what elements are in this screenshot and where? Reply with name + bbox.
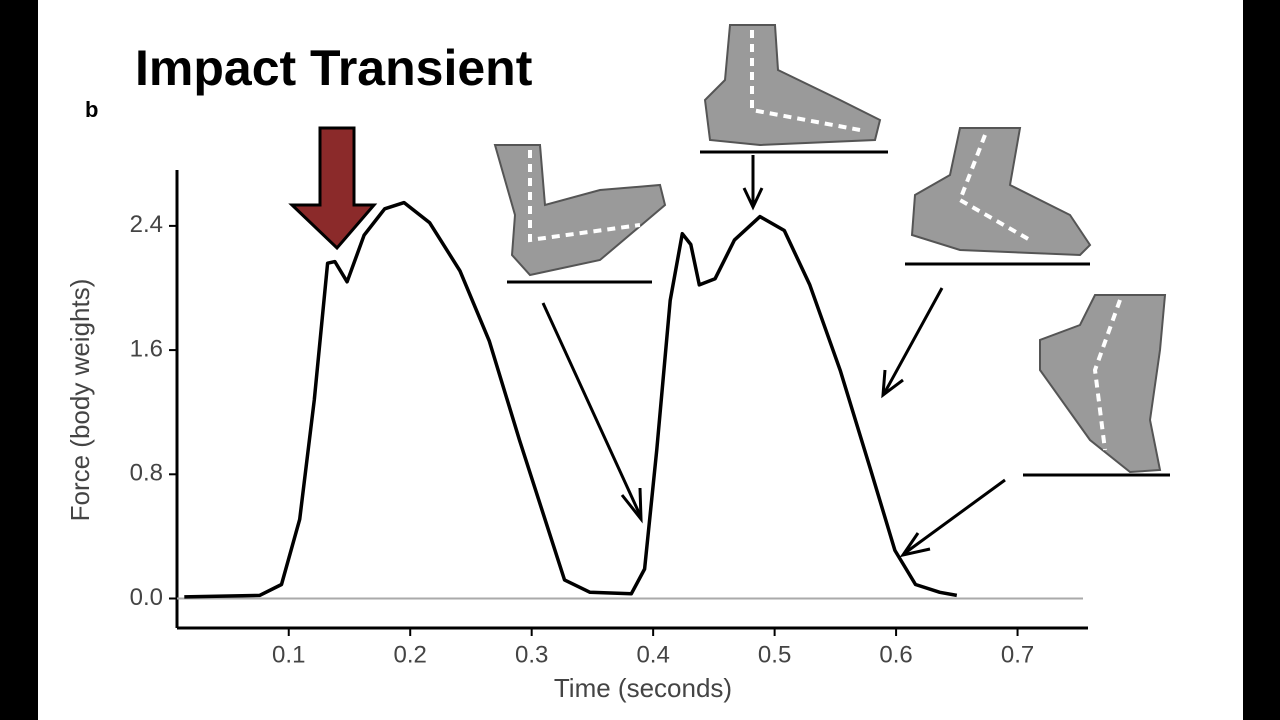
- annotation-arrows: [507, 150, 1170, 558]
- foot-illustrations: [493, 24, 1167, 474]
- y-tick-label: 0.0: [130, 584, 163, 611]
- panel-label: b: [85, 97, 98, 122]
- x-axis-label: Time (seconds): [554, 673, 732, 703]
- impact-arrow: [288, 126, 378, 251]
- force-curve: [184, 200, 958, 599]
- x-tick-label: 0.6: [879, 641, 912, 668]
- foot-heel-strike: [493, 144, 667, 277]
- y-tick-label: 2.4: [130, 211, 163, 238]
- x-tick-label: 0.5: [758, 641, 791, 668]
- chart: Impact Transient b Time (seconds) Force …: [65, 24, 1170, 703]
- x-tick-label: 0.7: [1001, 641, 1034, 668]
- x-tick-label: 0.2: [394, 641, 427, 668]
- y-axis-label: Force (body weights): [65, 279, 95, 522]
- foot-toe-off: [1039, 294, 1167, 474]
- foot-midstance: [703, 24, 882, 147]
- foot-push-off: [910, 127, 1092, 257]
- y-tick-label: 0.8: [130, 460, 163, 487]
- y-tick-label: 1.6: [130, 335, 163, 362]
- x-tick-label: 0.1: [272, 641, 305, 668]
- x-tick-label: 0.3: [515, 641, 548, 668]
- annotation-title: Impact Transient: [135, 40, 533, 96]
- x-tick-label: 0.4: [636, 641, 669, 668]
